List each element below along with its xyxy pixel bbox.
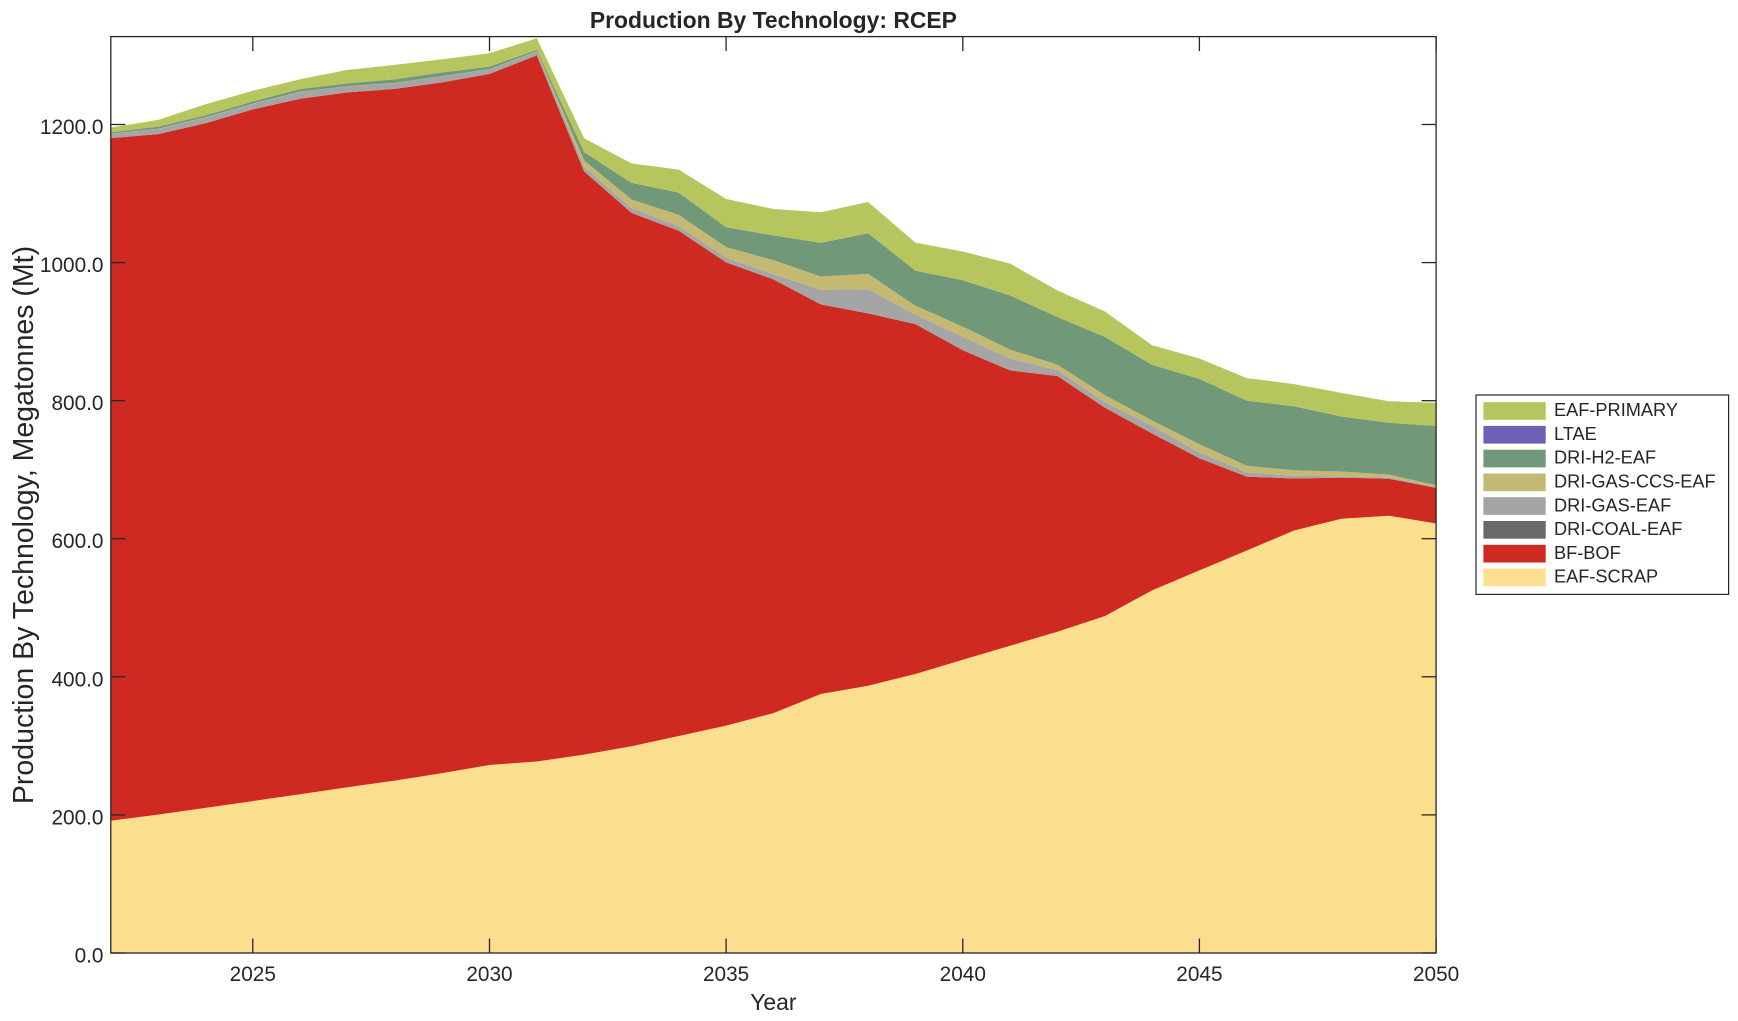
svg-text:2045: 2045: [1176, 963, 1222, 986]
svg-text:800.0: 800.0: [51, 392, 103, 415]
svg-text:DRI-H2-EAF: DRI-H2-EAF: [1554, 448, 1656, 468]
svg-text:LTAE: LTAE: [1554, 424, 1597, 444]
svg-text:Year: Year: [750, 989, 797, 1015]
svg-text:2035: 2035: [703, 963, 749, 986]
svg-text:EAF-SCRAP: EAF-SCRAP: [1554, 567, 1658, 587]
svg-text:0.0: 0.0: [75, 945, 104, 968]
svg-text:DRI-COAL-EAF: DRI-COAL-EAF: [1554, 519, 1682, 539]
svg-text:2050: 2050: [1413, 963, 1459, 986]
svg-text:1000.0: 1000.0: [40, 254, 104, 277]
svg-text:2040: 2040: [940, 963, 986, 986]
svg-text:2025: 2025: [230, 963, 276, 986]
svg-text:600.0: 600.0: [51, 530, 103, 553]
svg-text:400.0: 400.0: [51, 668, 103, 691]
svg-text:1200.0: 1200.0: [40, 116, 104, 139]
svg-text:200.0: 200.0: [51, 806, 103, 829]
svg-text:2030: 2030: [466, 963, 512, 986]
svg-text:BF-BOF: BF-BOF: [1554, 543, 1621, 563]
svg-text:Production By Technology: RCEP: Production By Technology: RCEP: [590, 7, 957, 33]
svg-text:EAF-PRIMARY: EAF-PRIMARY: [1554, 400, 1678, 420]
svg-text:DRI-GAS-CCS-EAF: DRI-GAS-CCS-EAF: [1554, 472, 1716, 492]
svg-text:DRI-GAS-EAF: DRI-GAS-EAF: [1554, 495, 1671, 515]
svg-text:Production By Technology, Mega: Production By Technology, Megatonnes (Mt…: [8, 246, 40, 804]
